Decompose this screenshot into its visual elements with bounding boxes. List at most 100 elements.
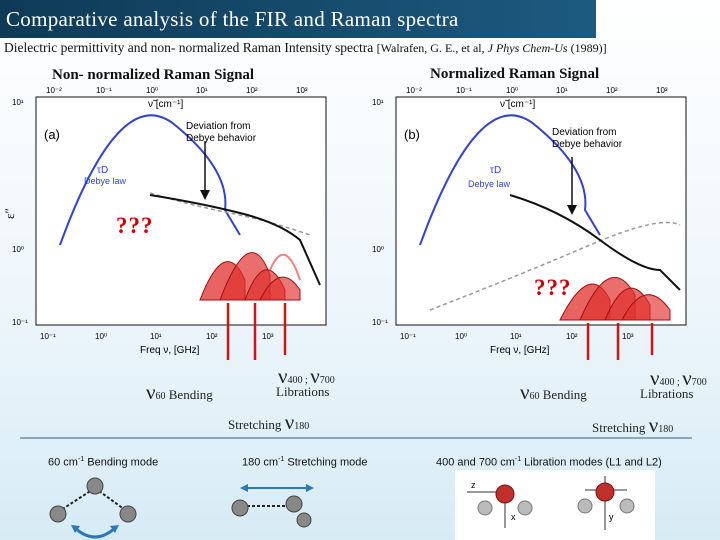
left-bending-label: ν60 Bending <box>146 380 213 405</box>
nu-subscript: 60 <box>529 391 540 402</box>
bending-caption: 60 cm-1 Bending mode <box>48 456 158 469</box>
right-question-marks: ??? <box>534 275 572 300</box>
right-measured-curve <box>509 194 681 291</box>
left-raman-peaks <box>199 252 301 301</box>
left-annotation-line1: Deviation from <box>186 121 250 132</box>
stretching-word: Stretching <box>592 420 646 435</box>
left-panel-heading: Non- normalized Raman Signal <box>52 67 255 83</box>
right-top-tick: 10³ <box>656 86 668 95</box>
right-debye-curve <box>419 114 601 246</box>
right-libration-nu: ν400 ; ν700 <box>650 366 707 391</box>
right-y-tick: 10¹ <box>372 98 384 107</box>
subtitle-text: Dielectric permittivity and non- normali… <box>4 40 374 55</box>
left-top-axis-label: ν̃ [cm⁻¹] <box>148 99 183 110</box>
left-debye-law-label: Debye law <box>84 176 127 186</box>
right-annotation-line1: Deviation from <box>552 127 616 138</box>
right-x-tick: 10¹ <box>510 332 522 341</box>
nu-symbol: ν <box>650 366 660 390</box>
nu-symbol: ν <box>284 410 295 434</box>
left-x-tick: 10² <box>206 332 218 341</box>
nu-subscript: 400 ; <box>287 375 311 386</box>
left-libration-nu: ν400 ; ν700 <box>278 364 335 389</box>
caption-text: 180 cm <box>242 456 279 469</box>
right-stretching-label: Stretching ν180 <box>592 413 673 438</box>
left-top-tick: 10⁻² <box>46 86 62 95</box>
stretching-caption: 180 cm-1 Stretching mode <box>242 456 367 469</box>
left-y-tick: 10⁰ <box>12 245 24 254</box>
left-top-tick: 10³ <box>296 86 308 95</box>
nu-symbol: ν <box>520 380 530 404</box>
stretching-mode-diagram <box>231 484 314 528</box>
bending-mode-diagram <box>49 477 137 539</box>
nu-subscript: 180 <box>658 424 674 435</box>
right-x-tick: 10² <box>566 332 578 341</box>
title-bar: Comparative analysis of the FIR and Rama… <box>0 0 596 38</box>
right-top-tick: 10² <box>606 86 618 95</box>
nu-symbol: ν <box>648 413 659 437</box>
libration-mode-diagram: z x y <box>455 470 655 540</box>
right-raman-peaks <box>559 276 671 321</box>
right-x-tick: 10⁰ <box>455 332 467 341</box>
left-tau-label: τD <box>97 165 108 176</box>
axis-x-label: x <box>511 512 516 522</box>
libration-caption: 400 and 700 cm-1 Libration modes (L1 and… <box>436 456 662 469</box>
separator-line <box>20 437 692 439</box>
subtitle: Dielectric permittivity and non- normali… <box>4 40 607 56</box>
left-x-tick: 10⁻¹ <box>40 332 56 341</box>
left-stretching-label: Stretching ν180 <box>228 410 309 435</box>
right-plot-frame <box>395 96 687 326</box>
nu-symbol: ν <box>278 364 288 388</box>
caption-text: Stretching mode <box>284 456 368 469</box>
caption-text: Bending mode <box>84 456 159 469</box>
left-top-tick: 10¹ <box>196 86 208 95</box>
caption-text: 400 and 700 cm <box>436 456 515 469</box>
left-x-tick: 10¹ <box>150 332 162 341</box>
left-spectrum-plot: 10⁻² 10⁻¹ 10⁰ 10¹ 10² 10³ ν̃ [cm⁻¹] (a) … <box>2 86 327 360</box>
axis-y-label: y <box>609 512 614 522</box>
nu-subscript: 700 <box>691 377 707 388</box>
right-x-tick: 10³ <box>622 332 634 341</box>
left-top-tick: 10⁻¹ <box>96 86 112 95</box>
caption-text: Libration modes (L1 and L2) <box>521 456 662 469</box>
nu-symbol: ν <box>146 380 156 404</box>
right-x-tick: 10⁻¹ <box>400 332 416 341</box>
nu-symbol: ν <box>682 366 692 390</box>
right-top-tick: 10⁰ <box>506 86 518 95</box>
nu-subscript: 700 <box>319 375 335 386</box>
right-libration-label: Librations <box>640 386 694 401</box>
right-bottom-axis-label: Freq ν, [GHz] <box>490 345 550 356</box>
axis-z-label: z <box>471 480 476 490</box>
ref-prefix: [Walrafen, G. E., et al, <box>376 41 488 55</box>
left-measured-curve <box>149 194 321 286</box>
bending-word: Bending <box>542 387 587 402</box>
left-debye-curve <box>59 114 241 246</box>
caption-sup: -1 <box>514 456 522 463</box>
left-libration-label: Librations <box>276 384 330 399</box>
nu-symbol: ν <box>310 364 320 388</box>
ref-suffix: (1989)] <box>567 41 607 55</box>
left-y-axis-label: ε″ <box>2 208 17 219</box>
right-top-tick: 10⁻¹ <box>456 86 472 95</box>
right-top-axis-label: ν̃ [cm⁻¹] <box>500 99 535 110</box>
right-tau-label: τD <box>490 165 501 176</box>
right-bending-label: ν60 Bending <box>520 380 587 405</box>
right-top-tick: 10⁻² <box>406 86 422 95</box>
right-y-tick: 10⁰ <box>372 245 384 254</box>
right-y-tick: 10⁻¹ <box>372 318 388 327</box>
left-panel-letter: (a) <box>44 127 60 142</box>
stretching-word: Stretching <box>228 417 282 432</box>
slide-title: Comparative analysis of the FIR and Rama… <box>6 7 459 31</box>
left-top-tick: 10² <box>246 86 258 95</box>
right-annotation-line2: Debye behavior <box>552 139 623 150</box>
right-spectrum-plot: 10⁻² 10⁻¹ 10⁰ 10¹ 10² 10³ ν̃ [cm⁻¹] (b) … <box>372 86 687 360</box>
left-annotation-line2: Debye behavior <box>186 133 257 144</box>
left-top-tick: 10⁰ <box>146 86 158 95</box>
right-panel-heading: Normalized Raman Signal <box>430 66 600 82</box>
right-debye-law-label: Debye law <box>468 179 511 189</box>
right-panel-letter: (b) <box>404 127 420 142</box>
left-y-tick: 10⁻¹ <box>12 318 28 327</box>
left-question-marks: ??? <box>116 213 154 238</box>
nu-subscript: 400 ; <box>659 377 683 388</box>
nu-subscript: 180 <box>294 421 310 432</box>
bending-word: Bending <box>168 387 213 402</box>
